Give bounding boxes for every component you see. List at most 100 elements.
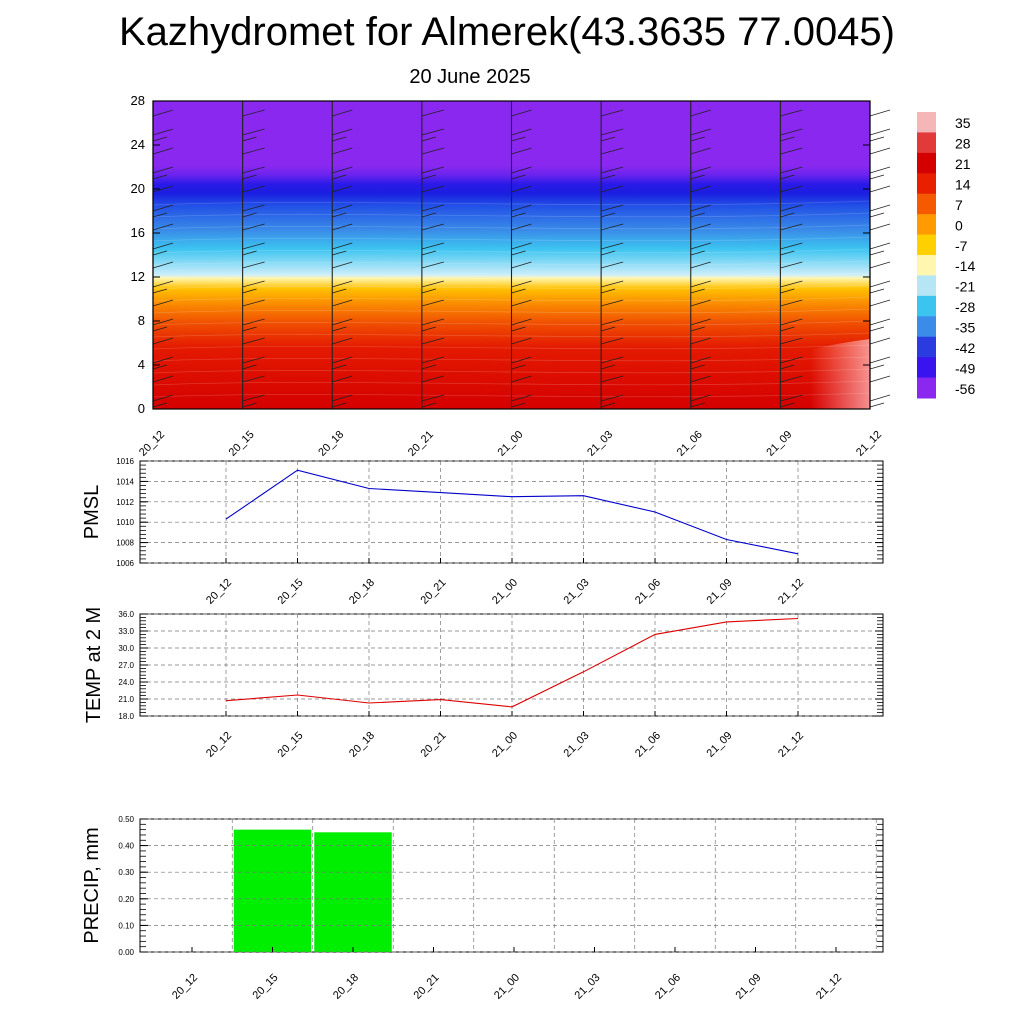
colorbar-swatch xyxy=(917,173,936,195)
wind-barb xyxy=(152,212,168,218)
y-tick-label: 0.40 xyxy=(118,842,134,851)
wind-barb xyxy=(601,185,624,193)
wind-barb xyxy=(690,394,711,402)
wind-barb xyxy=(869,394,891,402)
y-tick-label: 24.0 xyxy=(118,678,134,687)
wind-barb xyxy=(332,147,353,155)
wind-barb xyxy=(511,288,526,294)
wind-barb xyxy=(152,261,174,269)
wind-barb xyxy=(242,128,265,136)
wind-barb xyxy=(601,326,616,332)
wind-barb xyxy=(421,261,444,269)
wind-barb xyxy=(152,109,174,117)
contour-line xyxy=(152,392,871,398)
wind-barb xyxy=(869,261,891,269)
wind-barb xyxy=(690,128,711,136)
wind-barb xyxy=(869,337,891,345)
wind-barb xyxy=(690,375,711,383)
wind-barb xyxy=(332,261,353,269)
wind-barb xyxy=(869,166,891,174)
wind-barb xyxy=(152,337,174,345)
contour-line xyxy=(152,296,871,302)
wind-barb xyxy=(511,299,532,307)
wind-barb xyxy=(332,288,347,294)
wind-barb xyxy=(511,326,526,332)
contour-line xyxy=(152,224,871,230)
wind-barb xyxy=(421,288,436,294)
wind-barb xyxy=(511,136,526,142)
colorbar-swatch xyxy=(917,214,936,236)
wind-barb xyxy=(601,204,624,212)
wind-barb xyxy=(511,375,532,383)
wind-barb xyxy=(780,288,795,294)
contour-line xyxy=(152,320,871,326)
wind-barb xyxy=(421,136,436,142)
x-tick-label: 20_15 xyxy=(276,577,306,607)
wind-barb xyxy=(511,402,526,408)
wind-barb xyxy=(152,288,168,294)
x-tick-label: 20_15 xyxy=(227,429,257,459)
wind-barb xyxy=(780,136,795,142)
x-tick-label: 21_06 xyxy=(633,730,663,760)
colorbar-label: -28 xyxy=(955,299,975,315)
wind-barb xyxy=(242,109,265,117)
wind-barb xyxy=(601,318,624,326)
contour-line xyxy=(152,236,871,242)
colorbar-swatch xyxy=(917,316,936,338)
wind-barb xyxy=(780,356,803,364)
wind-barb xyxy=(601,288,616,294)
wind-barb xyxy=(152,250,168,256)
wind-barb xyxy=(780,212,795,218)
wind-barb xyxy=(421,204,444,212)
x-tick-label: 21_09 xyxy=(705,577,735,607)
wind-barb xyxy=(601,242,624,250)
colorbar-swatch xyxy=(917,193,936,215)
x-tick-label: 20_21 xyxy=(412,972,442,1002)
wind-barb xyxy=(332,394,353,402)
wind-barb xyxy=(152,242,174,250)
wind-barb xyxy=(511,212,526,218)
contour-line xyxy=(152,200,871,206)
x-tick-label: 21_09 xyxy=(764,429,794,459)
wind-barb xyxy=(780,261,803,269)
wind-barb xyxy=(421,299,444,307)
y-axis-label: PRECIP, mm xyxy=(81,827,103,943)
wind-barb xyxy=(869,280,891,288)
wind-barb xyxy=(332,212,347,218)
wind-barb xyxy=(511,356,532,364)
wind-barb xyxy=(421,337,444,345)
wind-barb xyxy=(780,109,803,117)
contour-line xyxy=(152,248,871,254)
wind-barb xyxy=(332,204,353,212)
wind-barb xyxy=(601,394,624,402)
wind-barb xyxy=(690,288,705,294)
wind-barb xyxy=(421,318,444,326)
wind-barb xyxy=(869,147,891,155)
contour-line xyxy=(152,332,871,338)
wind-barb xyxy=(601,364,616,370)
wind-barb xyxy=(869,109,891,117)
x-tick-label: 21_06 xyxy=(653,972,683,1002)
wind-barb xyxy=(601,337,624,345)
wind-barb xyxy=(511,166,532,174)
y-tick-label: 16 xyxy=(131,225,145,240)
wind-barb xyxy=(690,223,711,231)
colorbar-swatch xyxy=(917,357,936,379)
x-tick-label: 21_00 xyxy=(496,429,526,459)
y-tick-label: 33.0 xyxy=(118,627,134,636)
wind-barb xyxy=(780,174,795,180)
wind-barb xyxy=(242,261,265,269)
wind-barb xyxy=(780,204,803,212)
x-tick-label: 21_03 xyxy=(573,972,603,1002)
wind-barb xyxy=(601,299,624,307)
wind-barb xyxy=(780,318,803,326)
wind-barb xyxy=(332,337,353,345)
wind-barb xyxy=(601,223,624,231)
wind-barb xyxy=(332,280,353,288)
colorbar-swatch xyxy=(917,295,936,317)
wind-barb xyxy=(601,250,616,256)
wind-barb xyxy=(242,212,257,218)
x-tick-label: 21_12 xyxy=(814,972,844,1002)
wind-barb xyxy=(242,402,257,408)
y-tick-label: 1012 xyxy=(116,498,134,507)
